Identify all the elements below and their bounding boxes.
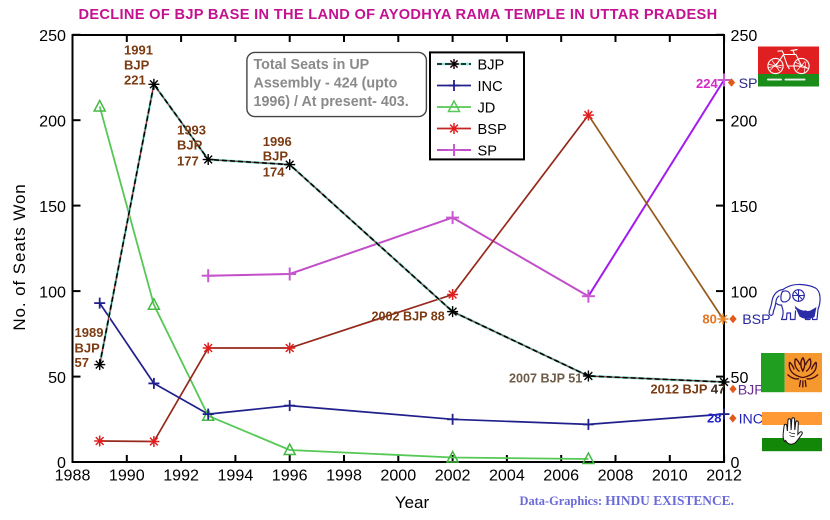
svg-text:221: 221 bbox=[124, 73, 146, 88]
svg-text:BJP: BJP bbox=[177, 138, 203, 153]
svg-text:1990: 1990 bbox=[109, 467, 145, 485]
svg-text:2012 BJP 47: 2012 BJP 47 bbox=[651, 382, 726, 397]
svg-text:BJP: BJP bbox=[124, 58, 150, 73]
svg-text:0: 0 bbox=[57, 454, 66, 472]
svg-text:JD: JD bbox=[478, 100, 496, 116]
svg-text:DECLINE OF BJP BASE IN THE LAN: DECLINE OF BJP BASE IN THE LAND OF AYODH… bbox=[79, 7, 718, 23]
svg-text:50: 50 bbox=[48, 369, 66, 387]
svg-text:1996) / At present- 403.: 1996) / At present- 403. bbox=[254, 94, 409, 110]
svg-text:1993: 1993 bbox=[177, 123, 206, 138]
svg-text:100: 100 bbox=[39, 283, 66, 301]
svg-text:Total Seats in UP: Total Seats in UP bbox=[254, 57, 370, 73]
svg-text:2002: 2002 bbox=[435, 467, 471, 485]
svg-text:Year: Year bbox=[395, 493, 430, 512]
svg-text:2010: 2010 bbox=[652, 467, 688, 485]
svg-text:200: 200 bbox=[39, 112, 66, 130]
svg-text:174: 174 bbox=[263, 165, 285, 180]
svg-text:1989: 1989 bbox=[75, 325, 104, 340]
svg-text:80: 80 bbox=[702, 312, 716, 327]
svg-text:BJP: BJP bbox=[75, 341, 101, 356]
svg-text:2007 BJP 51: 2007 BJP 51 bbox=[509, 372, 582, 386]
svg-text:224: 224 bbox=[696, 76, 718, 91]
svg-text:BSP: BSP bbox=[742, 312, 770, 328]
svg-text:BJP: BJP bbox=[478, 57, 505, 73]
svg-text:Assembly - 424 (upto: Assembly - 424 (upto bbox=[254, 76, 398, 92]
svg-text:1998: 1998 bbox=[326, 467, 362, 485]
svg-text:0: 0 bbox=[731, 454, 740, 472]
svg-text:Data-Graphics: HINDU EXISTENCE: Data-Graphics: HINDU EXISTENCE. bbox=[520, 493, 734, 508]
svg-text:177: 177 bbox=[177, 154, 199, 169]
svg-text:BJP: BJP bbox=[263, 149, 289, 164]
svg-text:28: 28 bbox=[707, 411, 721, 426]
svg-text:1996: 1996 bbox=[272, 467, 308, 485]
svg-text:SP: SP bbox=[739, 76, 758, 92]
svg-text:57: 57 bbox=[75, 355, 89, 370]
svg-text:1988: 1988 bbox=[55, 467, 91, 485]
svg-text:2006: 2006 bbox=[543, 467, 579, 485]
svg-text:2004: 2004 bbox=[489, 467, 525, 485]
svg-text:150: 150 bbox=[39, 198, 66, 216]
svg-text:150: 150 bbox=[731, 198, 758, 216]
svg-text:BSP: BSP bbox=[478, 122, 507, 138]
svg-text:200: 200 bbox=[731, 112, 758, 130]
svg-text:2012: 2012 bbox=[706, 467, 742, 485]
svg-text:2008: 2008 bbox=[598, 467, 634, 485]
svg-text:250: 250 bbox=[39, 27, 66, 45]
svg-text:1996: 1996 bbox=[263, 134, 292, 149]
svg-text:SP: SP bbox=[478, 143, 497, 159]
svg-text:1991: 1991 bbox=[124, 43, 153, 58]
svg-text:100: 100 bbox=[731, 283, 758, 301]
svg-text:2002 BJP 88: 2002 BJP 88 bbox=[372, 310, 445, 324]
svg-text:50: 50 bbox=[731, 369, 749, 387]
svg-text:1992: 1992 bbox=[163, 467, 199, 485]
svg-text:250: 250 bbox=[731, 27, 758, 45]
svg-text:No. of Seats Won: No. of Seats Won bbox=[10, 183, 29, 330]
svg-text:2000: 2000 bbox=[380, 467, 416, 485]
svg-text:INC: INC bbox=[739, 412, 763, 428]
svg-text:INC: INC bbox=[478, 79, 503, 95]
svg-text:1994: 1994 bbox=[217, 467, 253, 485]
svg-text:BJP: BJP bbox=[738, 383, 764, 399]
